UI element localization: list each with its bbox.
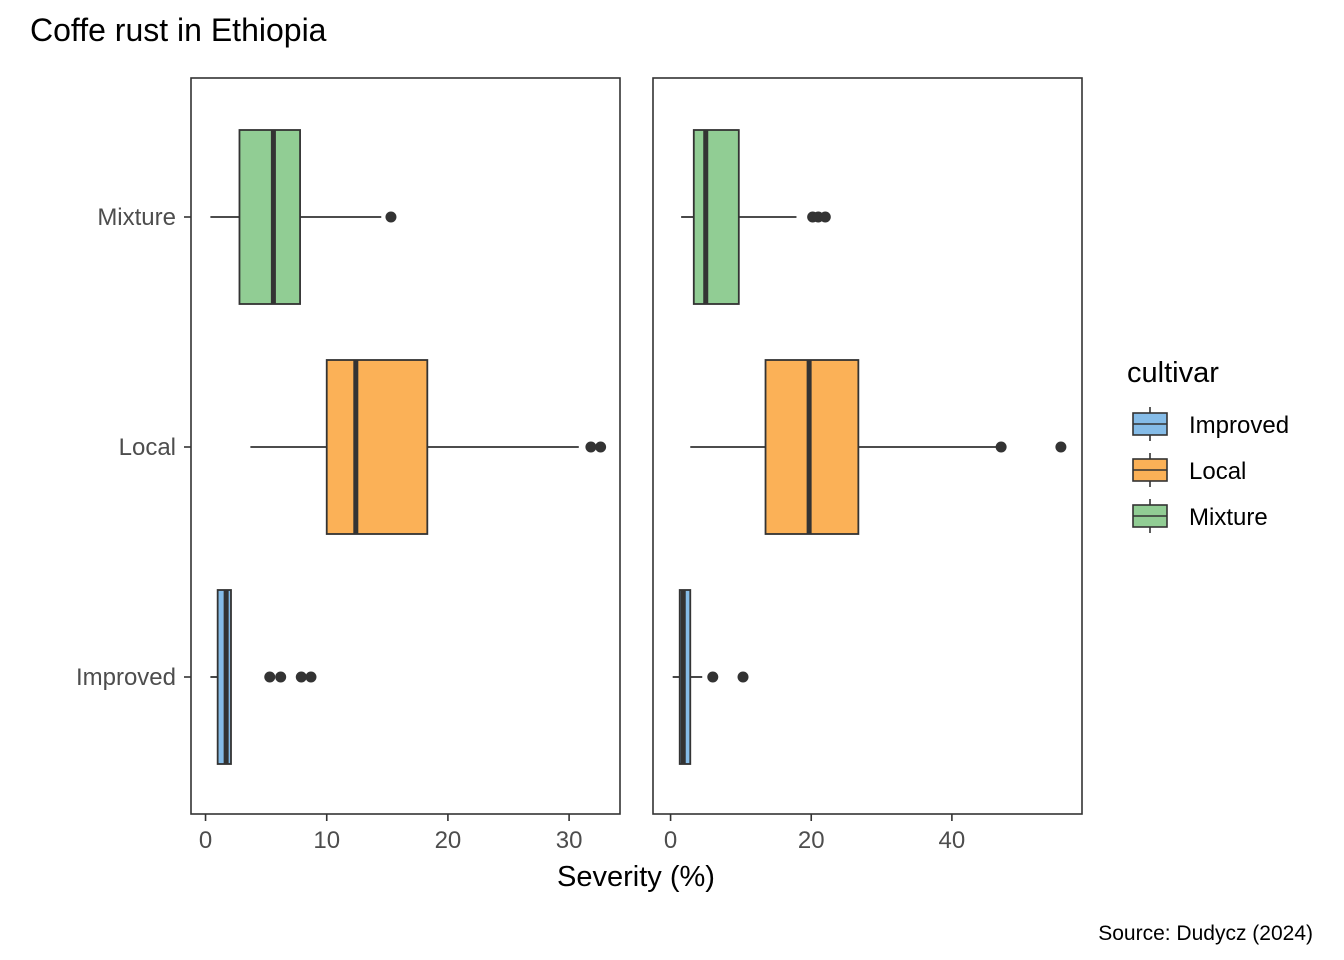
legend-label: Local [1189, 458, 1246, 485]
box-local [325, 359, 429, 535]
outlier-point [1055, 441, 1067, 453]
legend-title: cultivar [1127, 357, 1219, 389]
outlier-point [707, 671, 719, 683]
outlier-point [295, 671, 307, 683]
x-tick-label: 30 [556, 827, 583, 854]
y-tick-label: Mixture [97, 204, 176, 231]
y-tick-label: Local [119, 434, 176, 461]
outlier-point [595, 441, 607, 453]
x-tick-label: 40 [939, 827, 966, 854]
outlier-point [737, 671, 749, 683]
legend-label: Improved [1189, 412, 1289, 439]
outlier-point [275, 671, 287, 683]
x-tick-label: 20 [435, 827, 462, 854]
legend: cultivar Improved Local Mixture [1127, 357, 1289, 533]
outlier-point [819, 211, 831, 223]
box-local [764, 359, 860, 535]
outlier-point [585, 441, 597, 453]
legend-label: Mixture [1189, 504, 1268, 531]
box-mixture [238, 129, 301, 305]
outlier-point [305, 671, 317, 683]
plot-layer: Improved Local Mixture 0 10 20 30 0 20 40 [76, 129, 1067, 854]
x-tick-label: 0 [199, 827, 212, 854]
x-tick-label: 10 [313, 827, 340, 854]
caption: Source: Dudycz (2024) [1098, 922, 1313, 945]
panel-1-border [190, 77, 621, 815]
panel-2-border [652, 77, 1083, 815]
outlier-point [995, 441, 1007, 453]
x-tick-label: 20 [798, 827, 825, 854]
box-mixture [692, 129, 740, 305]
x-axis-title: Severity (%) [557, 861, 715, 893]
y-tick-label: Improved [76, 664, 176, 691]
x-tick-label: 0 [664, 827, 677, 854]
outlier-point [264, 671, 276, 683]
outlier-point [385, 211, 397, 223]
chart-title: Coffe rust in Ethiopia [30, 12, 327, 48]
